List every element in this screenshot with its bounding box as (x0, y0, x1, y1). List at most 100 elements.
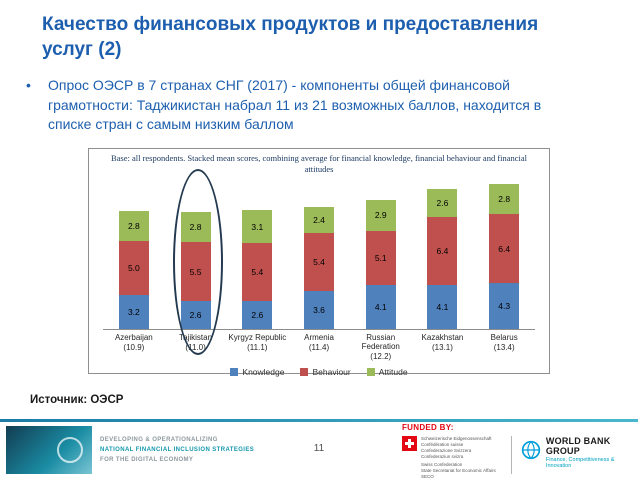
bar-segment-attitude: 2.8 (180, 212, 211, 243)
bar-segment-attitude: 2.9 (365, 199, 396, 231)
legend-swatch (300, 367, 309, 376)
swiss-confederation-logo: Schweizerische Eidgenossenschaft Confédé… (402, 436, 502, 479)
x-label-name: Russian Federation (361, 333, 400, 352)
nfis-logo: DEVELOPING & OPERATIONALIZING NATIONAL F… (6, 426, 254, 474)
x-label-name: Kazakhstan (421, 333, 464, 343)
bar-segment-attitude: 2.8 (118, 211, 149, 242)
bar-segment-knowledge: 2.6 (180, 301, 211, 330)
x-label-name: Azerbaijan (114, 333, 153, 343)
swiss-logo-text: Schweizerische Eidgenossenschaft Confédé… (421, 436, 502, 479)
bar-segment-behaviour: 6.4 (489, 214, 520, 283)
footer-divider (0, 419, 638, 422)
bar-value: 4.1 (374, 302, 387, 313)
bar-value: 5.1 (374, 252, 387, 263)
bar-segment-attitude: 3.1 (242, 210, 273, 244)
x-label-total: (12.2) (370, 352, 392, 362)
bar-column-kazakhstan: 2.6 6.4 4.1 (412, 179, 474, 330)
bar-value: 3.1 (251, 221, 264, 232)
chart: Base: all respondents. Stacked mean scor… (88, 148, 550, 377)
world-bank-logo: WORLD BANK GROUP Finance, Competitivenes… (521, 436, 638, 469)
swiss-logo-line: Schweizerische Eidgenossenschaft (421, 436, 492, 441)
nfis-logo-line2: NATIONAL FINANCIAL INCLUSION STRATEGIES (100, 446, 255, 453)
x-label: Kazakhstan (13.1) (412, 333, 474, 362)
x-label: Azerbaijan (10.9) (103, 333, 165, 362)
logo-divider (510, 436, 512, 474)
legend-item-knowledge: Knowledge (230, 367, 284, 377)
x-label-total: (11.1) (247, 343, 268, 353)
x-label-name: Kyrgyz Republic (228, 333, 287, 343)
bar-segment-behaviour: 5.1 (365, 230, 396, 286)
nfis-logo-line1: DEVELOPING & OPERATIONALIZING (100, 436, 218, 443)
bar-segment-behaviour: 6.4 (427, 216, 458, 286)
chart-legend: Knowledge Behaviour Attitude (89, 367, 549, 377)
nfis-logo-line3: FOR THE DIGITAL ECONOMY (100, 457, 194, 464)
legend-swatch (230, 367, 239, 376)
bullet-item: • Опрос ОЭСР в 7 странах СНГ (2017) - ко… (26, 76, 571, 135)
world-bank-text: WORLD BANK GROUP Finance, Competitivenes… (546, 436, 638, 469)
x-label-total: (11.0) (185, 343, 206, 353)
bar-segment-knowledge: 2.6 (242, 301, 273, 330)
x-label-total: (11.4) (308, 343, 330, 353)
x-label-total: (13.4) (493, 343, 515, 353)
bullet-marker: • (26, 77, 31, 93)
funder-logos: Schweizerische Eidgenossenschaft Confédé… (402, 436, 638, 479)
bar-value: 2.4 (313, 214, 325, 225)
chart-x-labels: Azerbaijan (10.9) Tajikistan (11.0) Kyrgyz R… (103, 333, 535, 362)
bullet-text: Опрос ОЭСР в 7 странах СНГ (2017) - комп… (48, 77, 542, 133)
bar-column-russian-federation: 2.9 5.1 4.1 (350, 179, 412, 330)
bar-segment-behaviour: 5.0 (118, 241, 149, 295)
bar-column-armenia: 2.4 5.4 3.6 (288, 179, 350, 330)
bar-value: 2.8 (498, 194, 511, 205)
bar-value: 5.5 (189, 266, 202, 277)
bar-value: 3.6 (313, 304, 325, 315)
bar-column-tajikistan: 2.8 5.5 2.6 (165, 179, 227, 330)
world-bank-name: WORLD BANK GROUP (545, 436, 611, 456)
bar-value: 2.8 (189, 222, 202, 233)
x-label: Kyrgyz Republic (11.1) (226, 333, 288, 362)
chart-plot: 2.8 5.0 3.2 2.8 5.5 2.6 3.1 5.4 2.6 2.4 5.4 3.6 2.9 5… (103, 179, 535, 331)
nfis-logo-text: DEVELOPING & OPERATIONALIZING NATIONAL F… (100, 435, 254, 466)
x-label: Russian Federation (12.2) (350, 333, 412, 362)
legend-swatch (366, 367, 375, 376)
legend-label: Behaviour (312, 366, 351, 377)
swiss-logo-line: Confédération suisse (421, 441, 464, 447)
bar-segment-behaviour: 5.5 (180, 242, 211, 302)
x-label-total: (13.1) (432, 343, 453, 353)
x-label: Tajikistan (11.0) (165, 333, 227, 362)
bar-value: 2.9 (374, 210, 387, 221)
legend-label: Attitude (378, 366, 408, 377)
bar-value: 2.6 (436, 197, 449, 208)
swiss-logo-subline: Swiss Confederation (421, 462, 463, 468)
x-label: Belarus (13.4) (473, 333, 535, 362)
bar-segment-knowledge: 4.3 (489, 283, 520, 330)
bar-value: 2.6 (251, 310, 264, 321)
legend-item-behaviour: Behaviour (300, 366, 351, 377)
legend-label: Knowledge (242, 366, 285, 377)
bar-segment-attitude: 2.8 (489, 184, 520, 215)
swiss-logo-subline: State Secretariat for Economic Affairs S… (421, 468, 496, 479)
bar-segment-behaviour: 5.4 (304, 232, 335, 291)
x-label-total: (10.9) (123, 343, 145, 353)
funded-by-label: FUNDED BY: (402, 423, 454, 432)
funders-block: FUNDED BY: Schweizerische Eidgenossensch… (402, 423, 638, 479)
source-note: Источник: ОЭСР (30, 394, 124, 406)
globe-icon (521, 440, 541, 465)
bar-value: 4.3 (498, 301, 511, 312)
bar-value: 5.0 (127, 263, 140, 273)
swiss-flag-icon (402, 436, 417, 451)
bar-value: 2.8 (127, 221, 140, 232)
nfis-logo-image (6, 426, 92, 474)
bar-value: 4.1 (436, 302, 449, 313)
page-number: 11 (313, 443, 325, 454)
slide-title: Качество финансовых продуктов и предоста… (42, 14, 539, 60)
x-label-name: Armenia (304, 333, 334, 343)
legend-item-attitude: Attitude (366, 366, 408, 377)
bar-value: 3.2 (127, 306, 140, 317)
bar-column-azerbaijan: 2.8 5.0 3.2 (103, 179, 165, 330)
chart-title: Base: all respondents. Stacked mean scor… (110, 153, 528, 175)
x-label-name: Tajikistan (179, 333, 213, 343)
x-label-name: Belarus (490, 333, 518, 343)
bar-column-belarus: 2.8 6.4 4.3 (473, 179, 535, 330)
bar-value: 6.4 (436, 245, 449, 256)
